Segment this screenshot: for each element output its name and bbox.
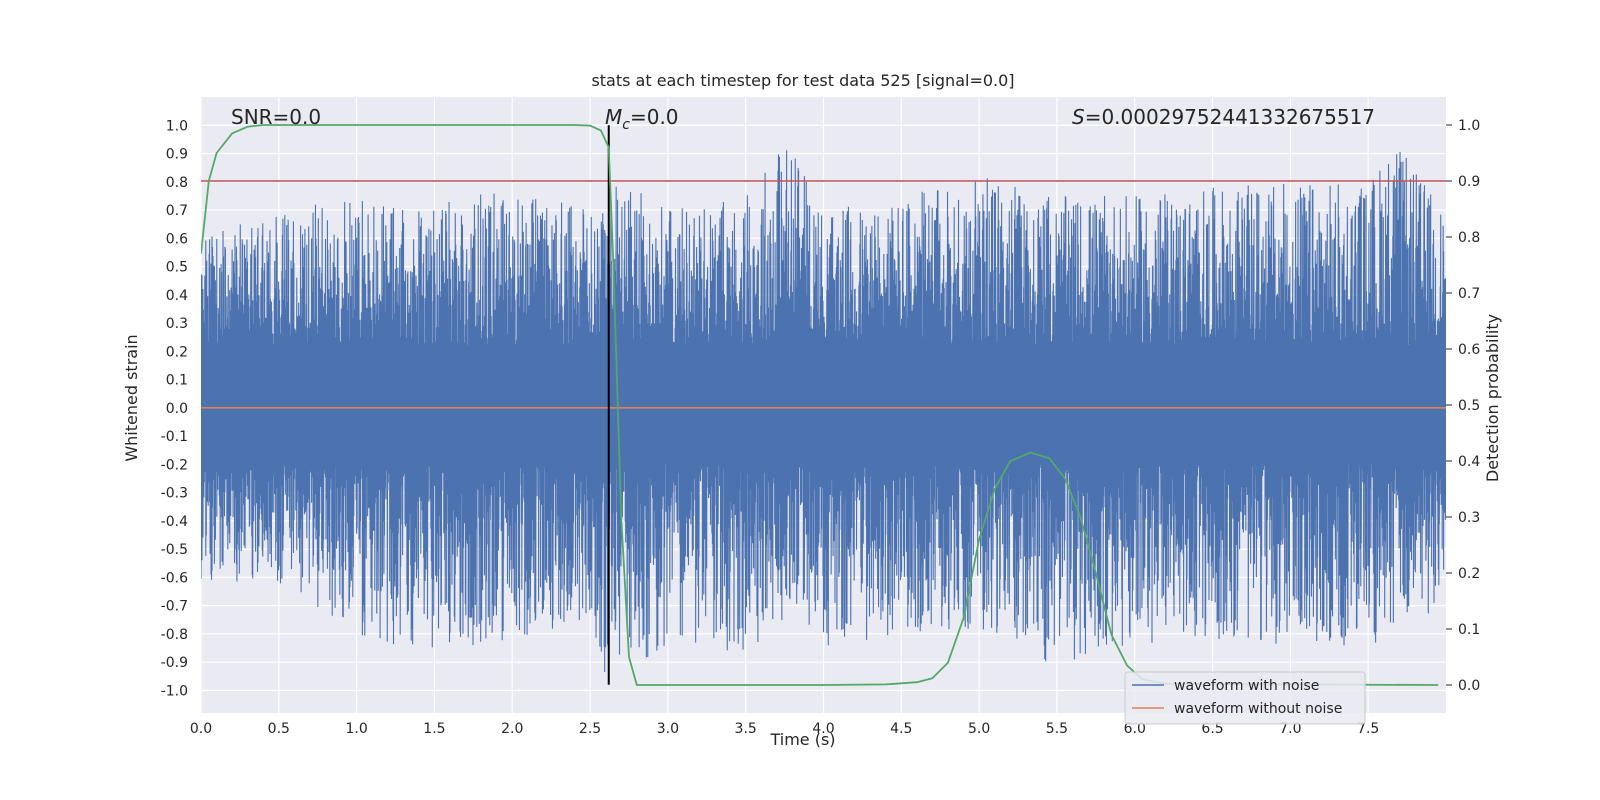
y-axis-right-label: Detection probability [1483,314,1502,482]
x-tick-label: 6.0 [1124,721,1146,737]
y-left-tick-label: 0.6 [166,231,188,247]
x-axis-label: Time (s) [769,730,835,749]
x-tick-label: 5.5 [1046,721,1068,737]
y-left-tick-label: -0.7 [161,599,188,615]
y-left-tick-label: 0.1 [166,373,188,389]
snr-annotation: SNR=0.0 [231,105,321,129]
y-left-tick-label: 0.2 [166,344,188,360]
y-left-tick-label: 0.4 [166,288,188,304]
y-left-tick-label: -0.2 [161,457,188,473]
y-right-tick-label: 0.5 [1458,398,1480,414]
y-left-tick-label: -0.9 [161,655,188,671]
y-right-tick-label: 0.9 [1458,174,1480,190]
x-tick-label: 6.5 [1201,721,1223,737]
y-left-tick-label: -0.5 [161,542,188,558]
x-axis-ticks: 0.0 0.5 1.0 1.5 2.0 2.5 3.0 3.5 4.0 4.5 5.0 5.5 6.0 6… [190,721,1379,737]
y-axis-left-label: Whitened strain [122,334,141,461]
y-left-tick-label: 1.0 [166,118,188,134]
legend-label-waveform-with-noise: waveform with noise [1174,678,1319,694]
waveform-with-noise-line [201,150,1446,673]
y-left-tick-label: 0.5 [166,260,188,276]
y-left-tick-label: 0.8 [166,175,188,191]
y-axis-right-ticks: 1.0 0.9 0.8 0.7 0.6 0.5 0.4 0.3 0.2 0.1 0.0 [1446,118,1480,694]
y-right-tick-label: 0.0 [1458,678,1480,694]
legend-label-waveform-without-noise: waveform without noise [1174,701,1342,717]
x-tick-label: 3.5 [735,721,757,737]
x-tick-label: 4.0 [812,721,834,737]
x-tick-label: 1.5 [423,721,445,737]
x-tick-label: 4.5 [890,721,912,737]
chirp-mass-annotation: Mc=0.0 [605,105,679,133]
y-left-tick-label: 0.7 [166,203,188,219]
y-left-tick-label: 0.0 [166,401,188,417]
x-tick-label: 0.0 [190,721,212,737]
x-tick-label: 2.0 [501,721,523,737]
series-waveform-with-noise [201,150,1446,673]
chart-title: stats at each timestep for test data 525… [591,71,1014,90]
y-left-tick-label: -0.6 [161,570,188,586]
y-left-tick-label: 0.9 [166,147,188,163]
y-axis-left-ticks: 1.0 0.9 0.8 0.7 0.6 0.5 0.4 0.3 0.2 0.1 0.0 -0.1 -0.… [161,118,188,699]
x-tick-label: 3.0 [657,721,679,737]
x-tick-label: 5.0 [968,721,990,737]
x-tick-label: 2.5 [579,721,601,737]
y-left-tick-label: 0.3 [166,316,188,332]
legend: waveform with noise waveform without noi… [1124,671,1366,725]
y-right-tick-label: 0.4 [1458,454,1480,470]
series-detection-probability [201,124,1439,686]
y-right-tick-label: 0.8 [1458,230,1480,246]
y-right-tick-label: 0.1 [1458,622,1480,638]
x-tick-label: 7.5 [1357,721,1379,737]
y-right-tick-label: 0.3 [1458,510,1480,526]
y-right-tick-label: 0.2 [1458,566,1480,582]
legend-box [1124,671,1366,725]
y-right-tick-label: 1.0 [1458,118,1480,134]
x-tick-label: 0.5 [268,721,290,737]
y-left-tick-label: -0.8 [161,627,188,643]
detection-probability-line [201,124,1439,686]
x-tick-label: 1.0 [345,721,367,737]
y-left-tick-label: -0.3 [161,486,188,502]
y-left-tick-label: -0.1 [161,429,188,445]
y-right-tick-label: 0.6 [1458,342,1480,358]
y-right-tick-label: 0.7 [1458,286,1480,302]
score-annotation: S=0.00029752441332675517 [1072,105,1375,129]
y-left-tick-label: -0.4 [161,514,188,530]
x-tick-label: 7.0 [1279,721,1301,737]
y-left-tick-label: -1.0 [161,683,188,699]
